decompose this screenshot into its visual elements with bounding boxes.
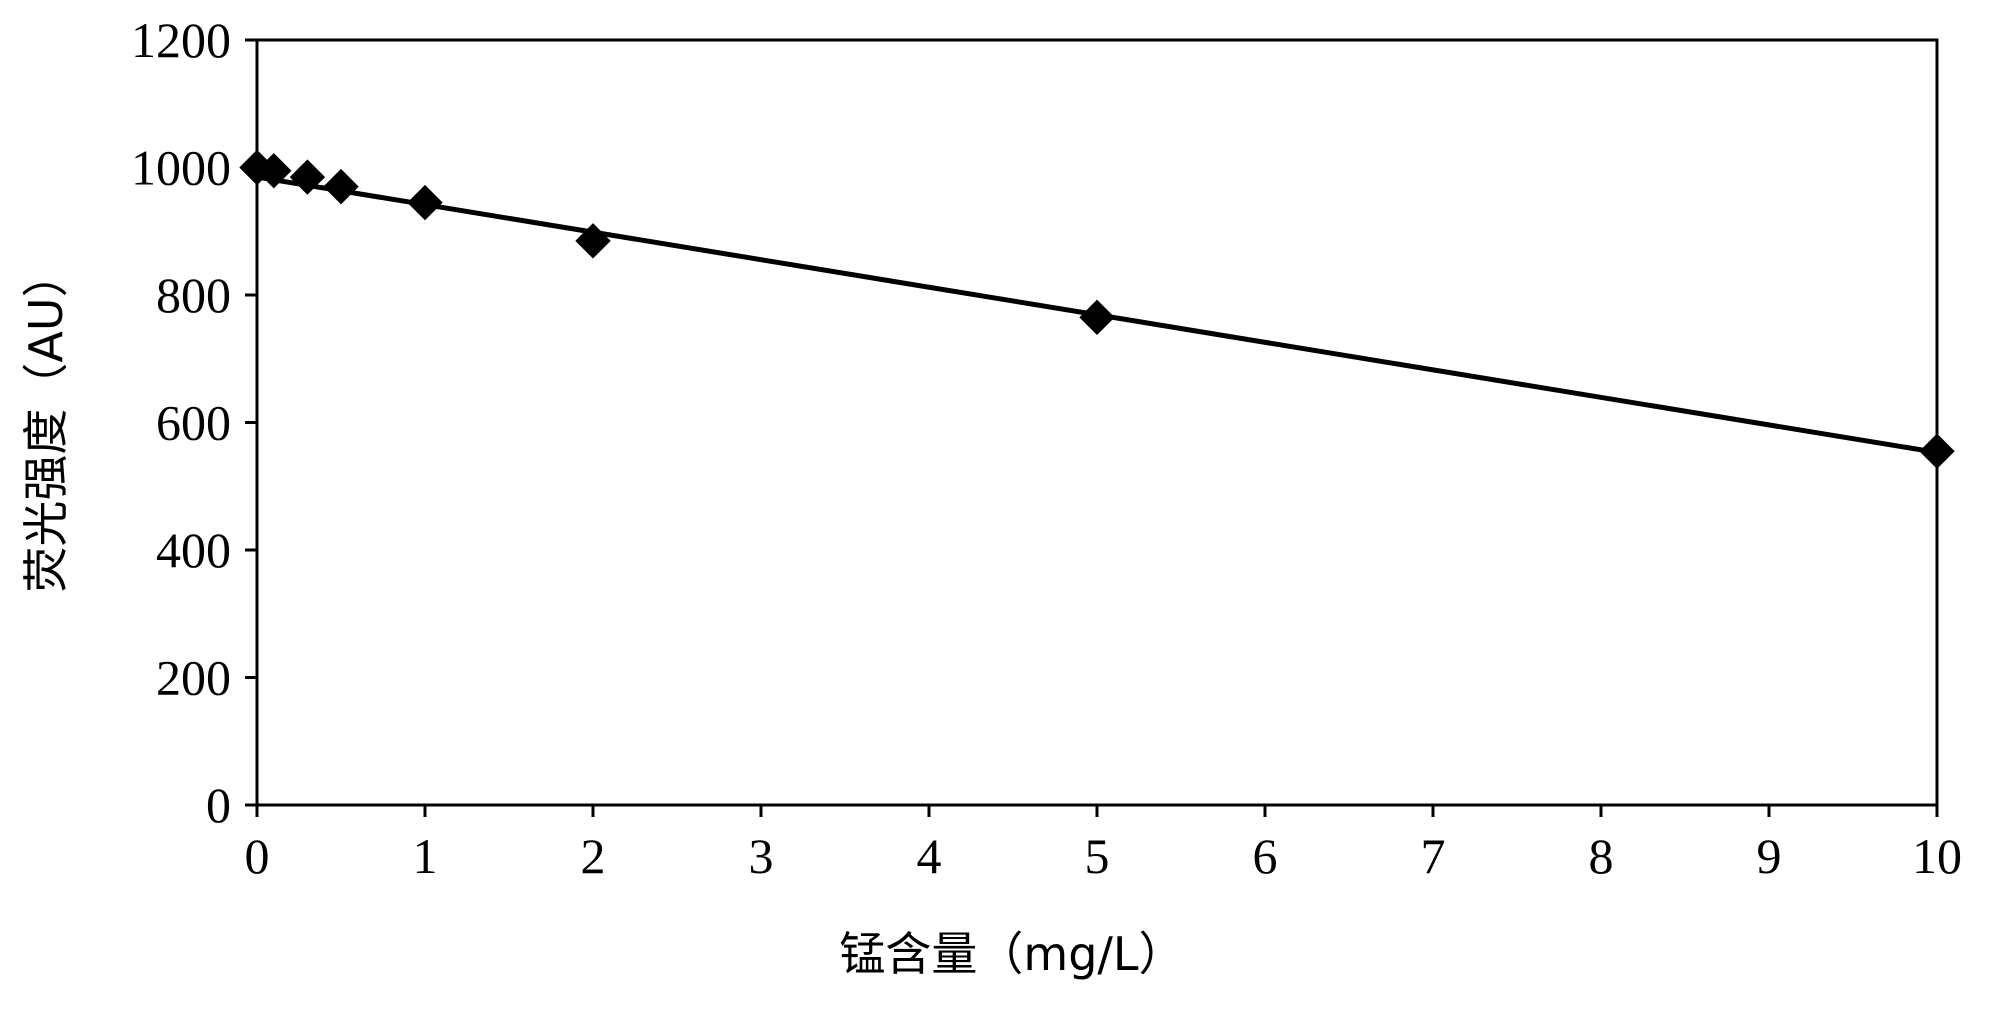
y-tick-label: 1000 xyxy=(131,140,231,196)
x-tick-label: 0 xyxy=(245,828,270,884)
x-tick-label: 4 xyxy=(917,828,942,884)
x-tick-label: 8 xyxy=(1589,828,1614,884)
x-tick-label: 1 xyxy=(413,828,438,884)
x-tick-label: 3 xyxy=(749,828,774,884)
data-point xyxy=(323,168,359,205)
x-tick-label: 10 xyxy=(1912,828,1962,884)
x-axis-title: 锰含量（mg/L） xyxy=(839,927,1184,981)
data-point xyxy=(1079,299,1115,336)
data-point xyxy=(1919,433,1955,469)
x-axis-ticks: 0 1 2 3 4 5 6 7 8 9 10 xyxy=(245,805,1962,884)
y-tick-label: 600 xyxy=(156,395,231,451)
data-point xyxy=(289,159,326,195)
y-tick-label: 200 xyxy=(156,650,231,706)
x-tick-label: 2 xyxy=(581,828,606,884)
y-axis-title: 荧光强度（AU） xyxy=(19,251,73,592)
data-point xyxy=(256,152,292,189)
y-tick-label: 800 xyxy=(156,267,231,323)
data-points-layer xyxy=(239,149,1955,469)
x-tick-label: 9 xyxy=(1757,828,1782,884)
y-tick-label: 0 xyxy=(206,777,231,833)
data-point xyxy=(575,223,611,259)
y-tick-label: 1200 xyxy=(131,12,231,68)
y-axis-ticks: 0 200 400 600 800 1000 1200 xyxy=(131,12,257,833)
x-tick-label: 6 xyxy=(1253,828,1278,884)
data-point xyxy=(407,184,443,221)
plot-area xyxy=(255,38,1939,807)
x-tick-label: 7 xyxy=(1421,828,1446,884)
y-tick-label: 400 xyxy=(156,522,231,578)
x-tick-label: 5 xyxy=(1085,828,1110,884)
